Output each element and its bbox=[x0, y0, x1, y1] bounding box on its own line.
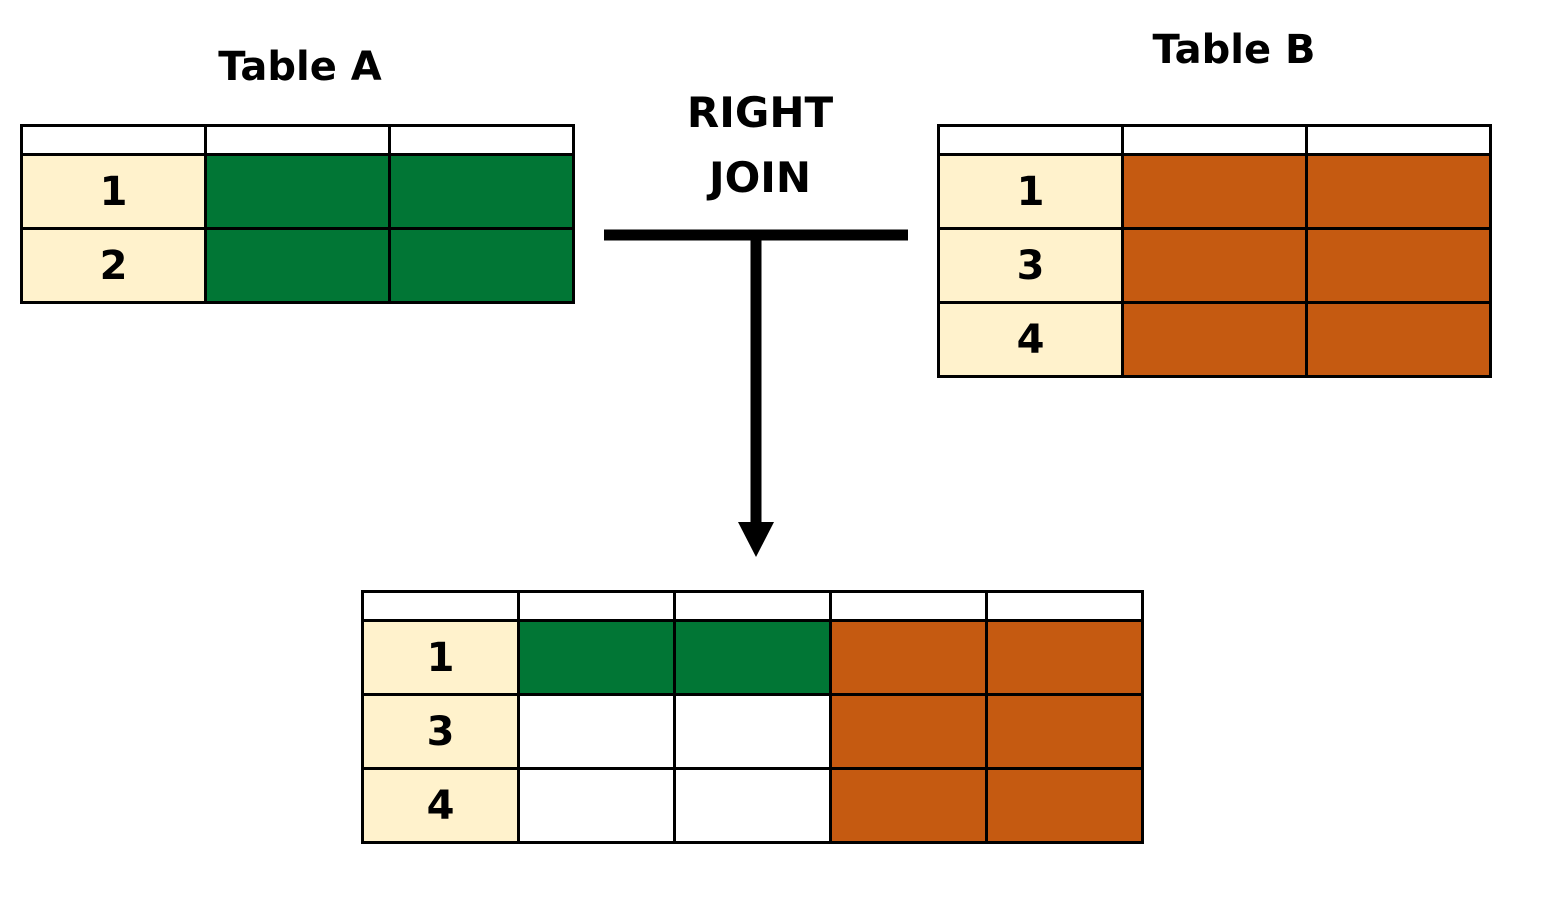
key-cell: 3 bbox=[361, 693, 520, 770]
table-b-title: Table B bbox=[1152, 27, 1316, 73]
result-table: 1 3 4 bbox=[361, 590, 1144, 844]
table-a-value-cell bbox=[388, 227, 575, 304]
header-cell bbox=[204, 124, 391, 156]
table-row: 3 bbox=[937, 227, 1492, 304]
arrow-head bbox=[738, 522, 774, 557]
table-b-value-cell bbox=[985, 767, 1144, 844]
table-b: 1 3 4 bbox=[937, 124, 1492, 378]
table-a-value-cell bbox=[517, 619, 676, 696]
table-a-value-cell bbox=[673, 619, 832, 696]
table-header-row bbox=[937, 124, 1492, 156]
table-a-value-cell bbox=[204, 153, 391, 230]
key-cell: 1 bbox=[937, 153, 1124, 230]
table-b-value-cell bbox=[829, 693, 988, 770]
header-cell bbox=[1305, 124, 1492, 156]
header-cell bbox=[673, 590, 832, 622]
table-header-row bbox=[20, 124, 575, 156]
header-cell bbox=[20, 124, 207, 156]
header-cell bbox=[517, 590, 676, 622]
table-b-value-cell bbox=[985, 619, 1144, 696]
table-a-value-cell bbox=[388, 153, 575, 230]
empty-cell bbox=[673, 693, 832, 770]
join-label-line2: JOIN bbox=[708, 153, 812, 202]
empty-cell bbox=[517, 693, 676, 770]
join-label-line1: RIGHT bbox=[686, 88, 834, 137]
table-row: 1 bbox=[20, 153, 575, 230]
table-row: 4 bbox=[937, 301, 1492, 378]
table-row: 1 bbox=[361, 619, 1144, 696]
key-cell: 4 bbox=[937, 301, 1124, 378]
table-b-value-cell bbox=[829, 619, 988, 696]
table-row: 4 bbox=[361, 767, 1144, 844]
table-b-value-cell bbox=[1121, 227, 1308, 304]
key-cell: 2 bbox=[20, 227, 207, 304]
table-b-value-cell bbox=[1121, 301, 1308, 378]
empty-cell bbox=[673, 767, 832, 844]
table-b-value-cell bbox=[1305, 227, 1492, 304]
table-b-value-cell bbox=[1305, 301, 1492, 378]
table-row: 2 bbox=[20, 227, 575, 304]
table-header-row bbox=[361, 590, 1144, 622]
header-cell bbox=[388, 124, 575, 156]
key-cell: 1 bbox=[361, 619, 520, 696]
table-a: 1 2 bbox=[20, 124, 575, 304]
header-cell bbox=[1121, 124, 1308, 156]
key-cell: 1 bbox=[20, 153, 207, 230]
header-cell bbox=[829, 590, 988, 622]
table-a-value-cell bbox=[204, 227, 391, 304]
table-row: 1 bbox=[937, 153, 1492, 230]
empty-cell bbox=[517, 767, 676, 844]
table-b-value-cell bbox=[985, 693, 1144, 770]
header-cell bbox=[937, 124, 1124, 156]
header-cell bbox=[985, 590, 1144, 622]
table-b-value-cell bbox=[829, 767, 988, 844]
key-cell: 4 bbox=[361, 767, 520, 844]
key-cell: 3 bbox=[937, 227, 1124, 304]
header-cell bbox=[361, 590, 520, 622]
table-a-title: Table A bbox=[218, 44, 382, 90]
table-b-value-cell bbox=[1121, 153, 1308, 230]
table-row: 3 bbox=[361, 693, 1144, 770]
table-b-value-cell bbox=[1305, 153, 1492, 230]
